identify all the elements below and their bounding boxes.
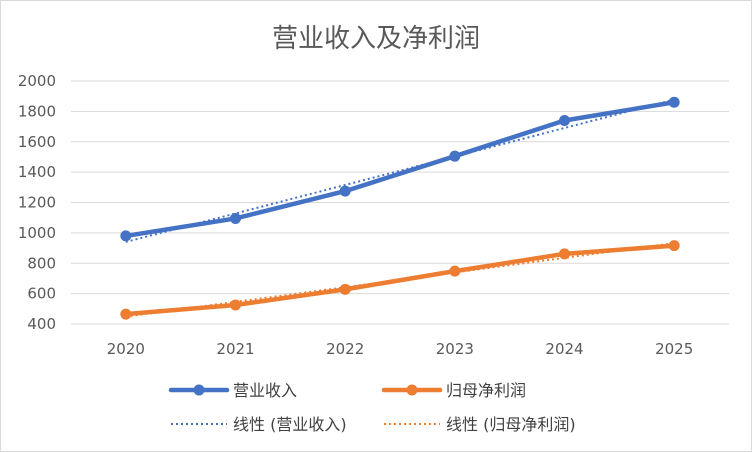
y-tick-label: 1800 bbox=[18, 102, 56, 120]
gridlines bbox=[71, 80, 729, 325]
data-point bbox=[559, 248, 570, 260]
data-point bbox=[449, 150, 461, 162]
y-tick-label: 400 bbox=[27, 315, 56, 333]
x-axis-ticks: 2020 2021 2022 2023 2024 2025 bbox=[107, 340, 694, 358]
x-tick-label: 2024 bbox=[545, 340, 583, 358]
data-point bbox=[339, 185, 351, 197]
data-point bbox=[230, 212, 241, 224]
legend-item: 归母净利润 bbox=[381, 381, 526, 400]
data-point bbox=[668, 96, 680, 108]
x-tick-label: 2020 bbox=[107, 340, 145, 358]
y-tick-label: 1600 bbox=[18, 133, 56, 151]
chart-title: 营业收入及净利润 bbox=[272, 24, 480, 54]
trendlines bbox=[125, 98, 675, 318]
data-point bbox=[668, 240, 680, 252]
data-point bbox=[449, 265, 461, 277]
data-point bbox=[339, 283, 351, 295]
legend-label: 营业收入 bbox=[233, 381, 297, 400]
y-tick-label: 600 bbox=[27, 285, 56, 303]
legend-label: 线性 (营业收入) bbox=[233, 415, 347, 434]
data-point bbox=[120, 308, 132, 320]
y-tick-label: 1000 bbox=[18, 224, 56, 242]
series-line-0 bbox=[123, 100, 677, 239]
legend-label: 归母净利润 bbox=[446, 381, 526, 400]
y-tick-label: 1400 bbox=[18, 163, 56, 181]
series-lines bbox=[120, 96, 680, 320]
x-tick-label: 2025 bbox=[655, 340, 693, 358]
data-point bbox=[120, 230, 132, 242]
x-tick-label: 2021 bbox=[216, 340, 254, 358]
legend-item: 线性 (归母净利润) bbox=[384, 415, 576, 434]
legend-item: 线性 (营业收入) bbox=[171, 415, 347, 434]
series-line-1 bbox=[123, 243, 677, 317]
y-tick-label: 1200 bbox=[18, 194, 56, 212]
legend-marker-swatch bbox=[406, 384, 418, 396]
y-tick-label: 800 bbox=[27, 254, 56, 272]
legend-label: 线性 (归母净利润) bbox=[446, 415, 576, 434]
y-tick-label: 2000 bbox=[18, 72, 56, 90]
legend-marker-swatch bbox=[193, 384, 205, 396]
legend-item: 营业收入 bbox=[168, 381, 297, 400]
data-point bbox=[230, 299, 241, 311]
x-tick-label: 2023 bbox=[436, 340, 474, 358]
x-tick-label: 2022 bbox=[326, 340, 364, 358]
data-point bbox=[559, 114, 570, 126]
y-axis-ticks: 400 600 800 1000 1200 1400 1600 1800 2000 bbox=[18, 72, 56, 333]
